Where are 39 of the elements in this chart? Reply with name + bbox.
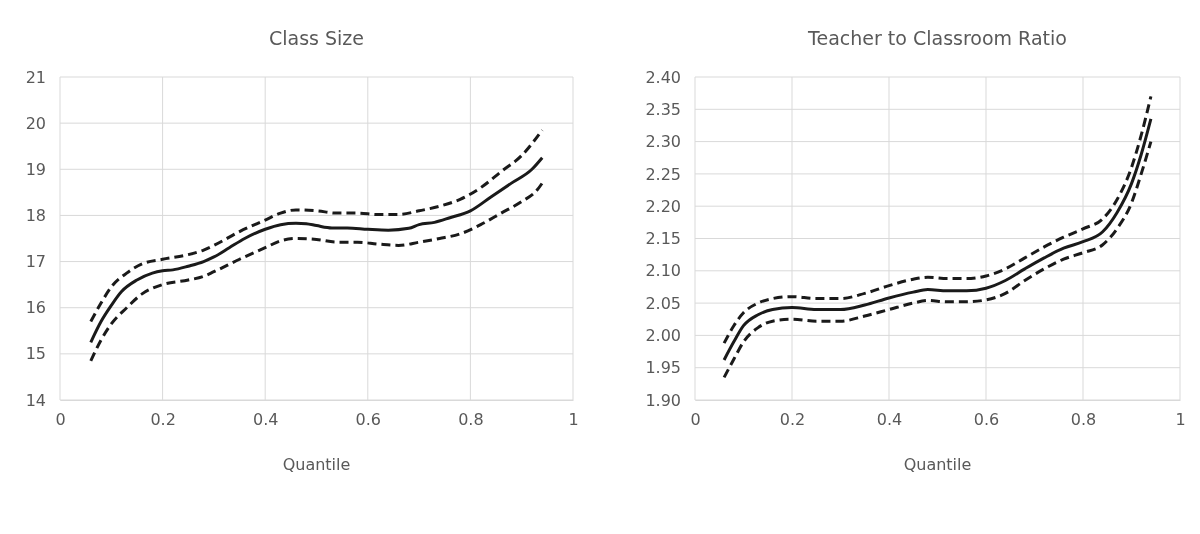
line-series (89, 128, 544, 324)
y-tick-label: 18 (25, 206, 46, 226)
y-tick-label: 2.15 (645, 229, 681, 249)
y-tick-label: 19 (25, 159, 46, 179)
x-tick-label: 1 (1175, 410, 1186, 430)
y-tick-label: 20 (25, 113, 46, 133)
x-tick-label: 0 (55, 410, 66, 430)
x-tick-label: 1 (568, 410, 579, 430)
x-tick-label: 0 (690, 410, 701, 430)
y-tick-label: 2.05 (645, 293, 681, 313)
x-tick-label: 0.4 (252, 410, 279, 430)
y-tick-label: 21 (25, 67, 46, 87)
y-tick-label: 1.95 (645, 358, 681, 378)
y-tick-label: 2.20 (645, 196, 681, 216)
chart-title: Teacher to Classroom Ratio (807, 27, 1067, 49)
x-tick-label: 0.6 (355, 410, 382, 430)
y-tick-label: 2.30 (645, 132, 681, 152)
y-tick-label: 16 (25, 298, 46, 318)
x-tick-label: 0.2 (779, 410, 806, 430)
chart-title: Class Size (268, 27, 365, 49)
y-tick-label: 2.40 (645, 67, 681, 87)
x-tick-label: 0.4 (876, 410, 903, 430)
y-tick-label: 17 (25, 252, 46, 272)
line-series (722, 140, 1153, 379)
y-tick-label: 1.90 (645, 390, 681, 410)
x-axis-title: Quantile (903, 455, 972, 474)
x-tick-label: 0.6 (973, 410, 1000, 430)
y-tick-label: 14 (25, 390, 46, 410)
x-tick-label: 0.2 (150, 410, 176, 430)
y-tick-label: 15 (25, 344, 46, 364)
y-tick-label: 2.25 (645, 164, 681, 184)
y-tick-label: 2.00 (645, 326, 681, 346)
y-tick-label: 2.10 (645, 261, 681, 281)
x-axis-title: Quantile (282, 455, 351, 474)
y-tick-label: 2.35 (645, 99, 681, 119)
x-tick-label: 0.8 (1070, 410, 1097, 430)
x-tick-label: 0.8 (458, 410, 484, 430)
line-series (89, 156, 544, 344)
line-series (89, 181, 544, 363)
